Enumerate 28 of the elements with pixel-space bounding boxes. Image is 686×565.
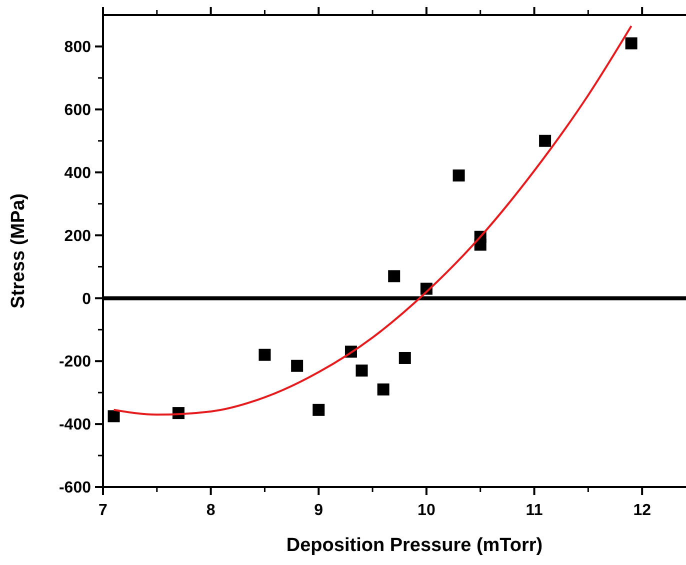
y-tick-label: -200 (58, 354, 92, 371)
point (539, 134, 552, 147)
x-tick-label: 11 (526, 502, 543, 519)
x-tick-label: 10 (418, 502, 436, 519)
x-tick-label: 8 (206, 502, 216, 519)
point (356, 364, 368, 377)
y-tick-label: 800 (64, 39, 92, 56)
x-tick-label: 7 (98, 502, 108, 519)
point (377, 383, 390, 396)
x-tick-label: 12 (633, 502, 652, 519)
point (258, 348, 271, 361)
x-tick-label: 9 (314, 502, 324, 519)
y-tick-label: 600 (64, 102, 92, 119)
point (108, 410, 120, 422)
point (398, 352, 411, 364)
x-axis-title: Deposition Pressure (mTorr) (286, 535, 543, 556)
y-tick-label: 400 (64, 164, 92, 182)
y-tick-label: -600 (58, 480, 92, 497)
y-tick-label: 200 (64, 228, 92, 245)
y-axis-title: Stress (MPa) (8, 193, 29, 309)
point (625, 37, 638, 50)
y-tick-label: 0 (82, 290, 92, 308)
point (452, 169, 465, 182)
point (291, 360, 304, 372)
point (388, 270, 400, 282)
point (312, 404, 325, 416)
point (474, 238, 486, 251)
y-tick-label: -400 (58, 416, 92, 434)
